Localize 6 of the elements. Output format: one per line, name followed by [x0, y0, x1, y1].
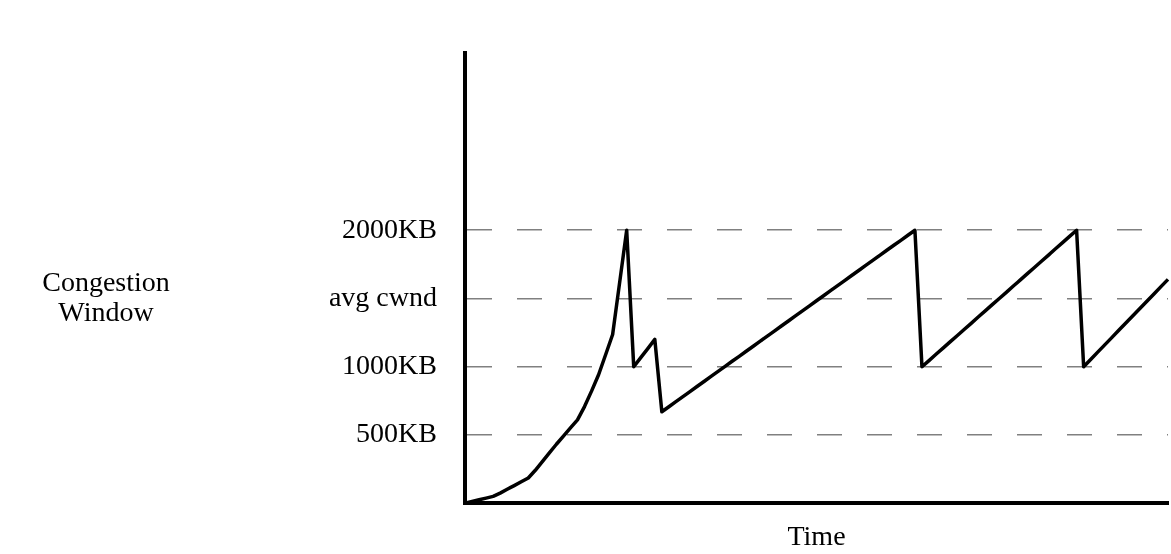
y-tick-label: 2000KB	[342, 212, 437, 244]
x-axis-title: Time	[787, 519, 846, 551]
y-tick-label: avg cwnd	[328, 280, 437, 312]
y-tick-label: 1000KB	[342, 349, 437, 381]
y-tick-label: 500KB	[356, 417, 437, 449]
text: Congestion Window	[42, 265, 170, 327]
